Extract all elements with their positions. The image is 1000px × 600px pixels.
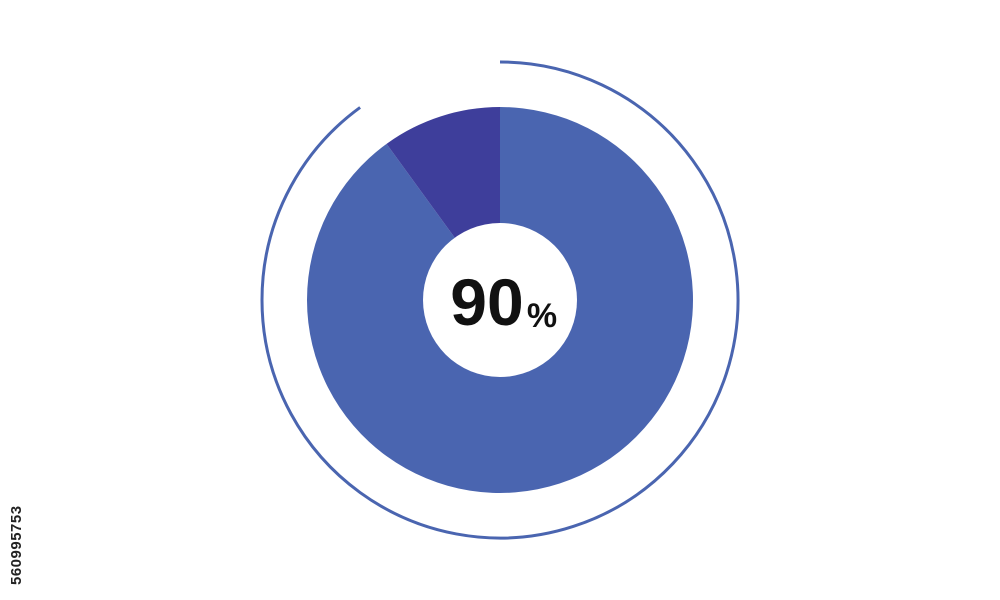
outer-progress-ring xyxy=(260,60,740,540)
percent-value: 90 xyxy=(450,265,523,339)
percent-sign: % xyxy=(527,297,557,335)
donut-hole xyxy=(423,223,577,377)
stock-image-id: 560995753 xyxy=(8,505,25,585)
